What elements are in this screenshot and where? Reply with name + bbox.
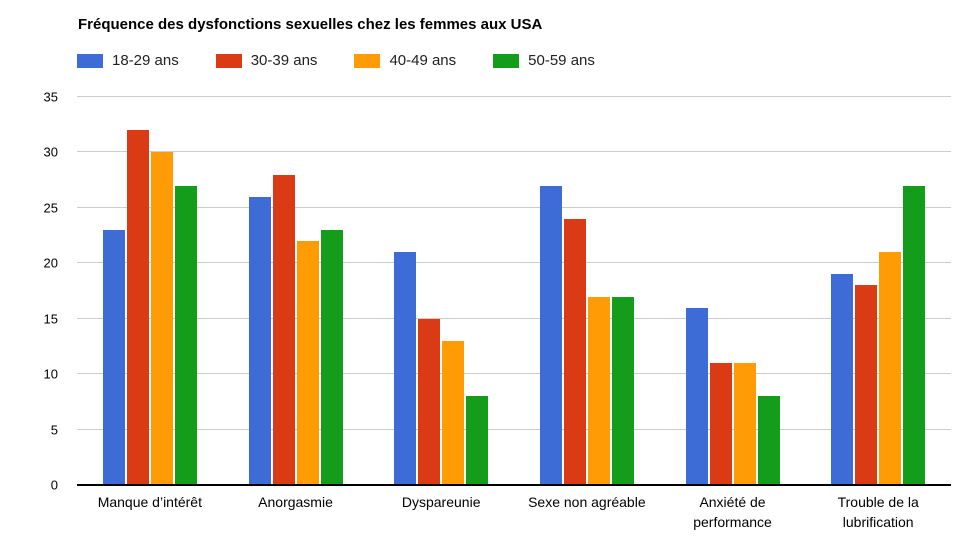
x-axis-category-label: Anorgasmie xyxy=(258,494,333,510)
bar-40-49-ans xyxy=(733,363,756,485)
bar-30-39-ans xyxy=(418,318,441,485)
y-axis-tick-label: 25 xyxy=(43,200,58,216)
legend-label: 30-39 ans xyxy=(250,52,318,69)
bar-group xyxy=(77,97,223,485)
legend-label: 50-59 ans xyxy=(528,52,595,69)
gridline xyxy=(77,317,951,319)
legend-color-swatch xyxy=(77,53,103,68)
gridline xyxy=(77,151,951,153)
x-axis-labels: Manque d’intérêt Anorgasmie Dyspareunie Sex… xyxy=(77,493,951,532)
bar-50-59-ans xyxy=(903,185,926,485)
bar-30-39-ans xyxy=(709,363,732,485)
chart-title: Fréquence des dysfonctions sexuelles che… xyxy=(78,16,543,33)
legend-item: 50-59 ans xyxy=(493,52,595,69)
bar-group xyxy=(514,97,660,485)
bar-group xyxy=(660,97,806,485)
bar-18-29-ans xyxy=(394,252,417,485)
bar-18-29-ans xyxy=(102,230,125,485)
bar-30-39-ans xyxy=(563,218,586,485)
y-axis-tick-label: 30 xyxy=(43,144,58,160)
bar-30-39-ans xyxy=(126,130,149,485)
bar-40-49-ans xyxy=(150,152,173,485)
plot-area xyxy=(77,96,951,486)
y-axis-tick-label: 35 xyxy=(43,89,58,105)
legend-color-swatch xyxy=(215,53,242,68)
y-axis-tick-label: 15 xyxy=(43,311,58,327)
x-axis-line xyxy=(77,484,951,486)
bar-group xyxy=(805,97,951,485)
x-axis-category-label: Sexe non agréable xyxy=(528,494,646,510)
legend-item: 40-49 ans xyxy=(354,52,456,69)
gridline xyxy=(77,373,951,375)
y-axis-tick-label: 20 xyxy=(43,255,58,271)
y-axis-tick-label: 10 xyxy=(43,366,58,382)
bar-30-39-ans xyxy=(855,285,878,485)
legend-color-swatch xyxy=(493,53,520,68)
legend-label: 18-29 ans xyxy=(112,52,179,69)
bar-18-29-ans xyxy=(831,274,854,485)
y-axis-tick-label: 0 xyxy=(50,477,58,493)
legend-color-swatch xyxy=(354,53,381,68)
legend-item: 30-39 ans xyxy=(215,52,318,69)
bar-50-59-ans xyxy=(466,396,489,485)
bar-40-49-ans xyxy=(587,296,610,485)
legend: 18-29 ans 30-39 ans 40-49 ans 50-59 ans xyxy=(77,52,632,69)
bar-30-39-ans xyxy=(272,174,295,485)
bar-50-59-ans xyxy=(320,230,343,485)
x-axis-category-label: Dyspareunie xyxy=(401,494,481,510)
bar-50-59-ans xyxy=(174,185,197,485)
gridline xyxy=(77,206,951,208)
legend-label: 40-49 ans xyxy=(389,52,457,69)
x-axis-category-label: Trouble de la lubrification xyxy=(837,494,919,530)
bar-groups xyxy=(77,97,951,485)
bar-40-49-ans xyxy=(879,252,902,485)
bar-50-59-ans xyxy=(757,396,780,485)
bar-18-29-ans xyxy=(248,196,271,485)
legend-item: 18-29 ans xyxy=(77,52,179,69)
x-axis-category-label: Anxiété de performance xyxy=(693,494,772,530)
gridline xyxy=(77,428,951,430)
gridline xyxy=(77,96,951,97)
bar-50-59-ans xyxy=(611,296,634,485)
bar-18-29-ans xyxy=(539,185,562,485)
y-axis: 0 5 10 15 20 25 30 35 xyxy=(0,91,58,492)
y-axis-tick-label: 5 xyxy=(50,422,58,438)
bar-40-49-ans xyxy=(296,241,319,485)
bar-40-49-ans xyxy=(442,340,465,485)
bar-group xyxy=(368,97,514,485)
gridline xyxy=(77,262,951,264)
bar-18-29-ans xyxy=(685,307,708,485)
x-axis-category-label: Manque d’intérêt xyxy=(97,494,202,510)
bar-group xyxy=(223,97,369,485)
